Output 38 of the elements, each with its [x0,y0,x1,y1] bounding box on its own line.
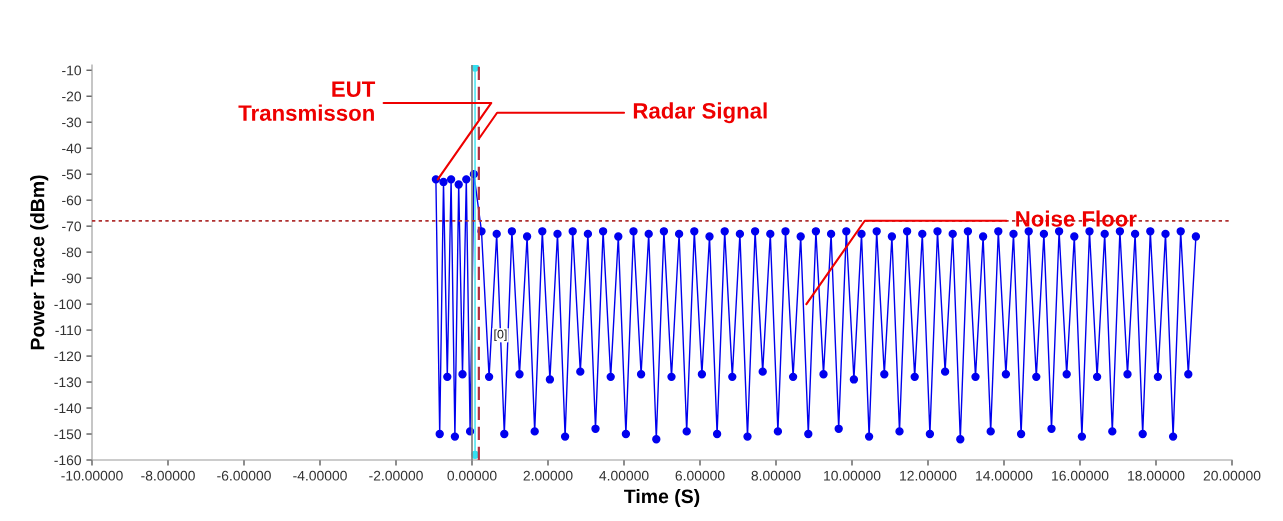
y-tick-label: -120 [54,351,82,362]
y-tick-label: -90 [62,273,82,284]
x-tick-label: 6.00000 [675,470,725,481]
y-tick-label: -60 [62,195,82,206]
x-tick-label: -2.00000 [369,470,423,481]
x-tick-label: 18.00000 [1128,470,1185,481]
y-tick-label: -20 [62,91,82,102]
x-tick-label: 0.00000 [447,470,497,481]
x-tick-label: 2.00000 [523,470,573,481]
x-axis-title: Time (S) [624,488,700,508]
y-tick-label: -80 [62,247,82,258]
y-tick-label: -10 [62,65,82,76]
y-tick-label: -140 [54,403,82,414]
x-tick-label: -8.00000 [141,470,195,481]
x-tick-label: -4.00000 [293,470,347,481]
y-tick-label: -30 [62,117,82,128]
x-tick-label: -10.00000 [61,470,123,481]
y-tick-label: -100 [54,299,82,310]
x-tick-label: 20.00000 [1203,470,1261,481]
annotation: Radar Signal [633,102,767,124]
annotation: [0] [494,329,507,342]
x-tick-label: 8.00000 [751,470,801,481]
y-axis-title: Power Trace (dBm) [30,175,49,350]
x-tick-label: 12.00000 [900,470,957,481]
y-tick-label: -40 [62,143,82,154]
x-tick-label: -6.00000 [217,470,271,481]
y-tick-label: -160 [54,455,82,466]
x-tick-label: 16.00000 [1052,470,1109,481]
annotation: EUT Transmisson [238,81,376,121]
y-tick-label: -110 [55,325,82,336]
x-tick-label: 4.00000 [599,470,649,481]
x-tick-label: 14.00000 [976,470,1033,481]
y-tick-label: -150 [54,429,82,440]
y-tick-label: -50 [62,169,82,180]
annotation: Noise Floor [1016,210,1137,227]
y-tick-label: -70 [62,221,82,232]
x-tick-label: 10.00000 [824,470,881,481]
y-tick-label: -130 [54,377,82,388]
